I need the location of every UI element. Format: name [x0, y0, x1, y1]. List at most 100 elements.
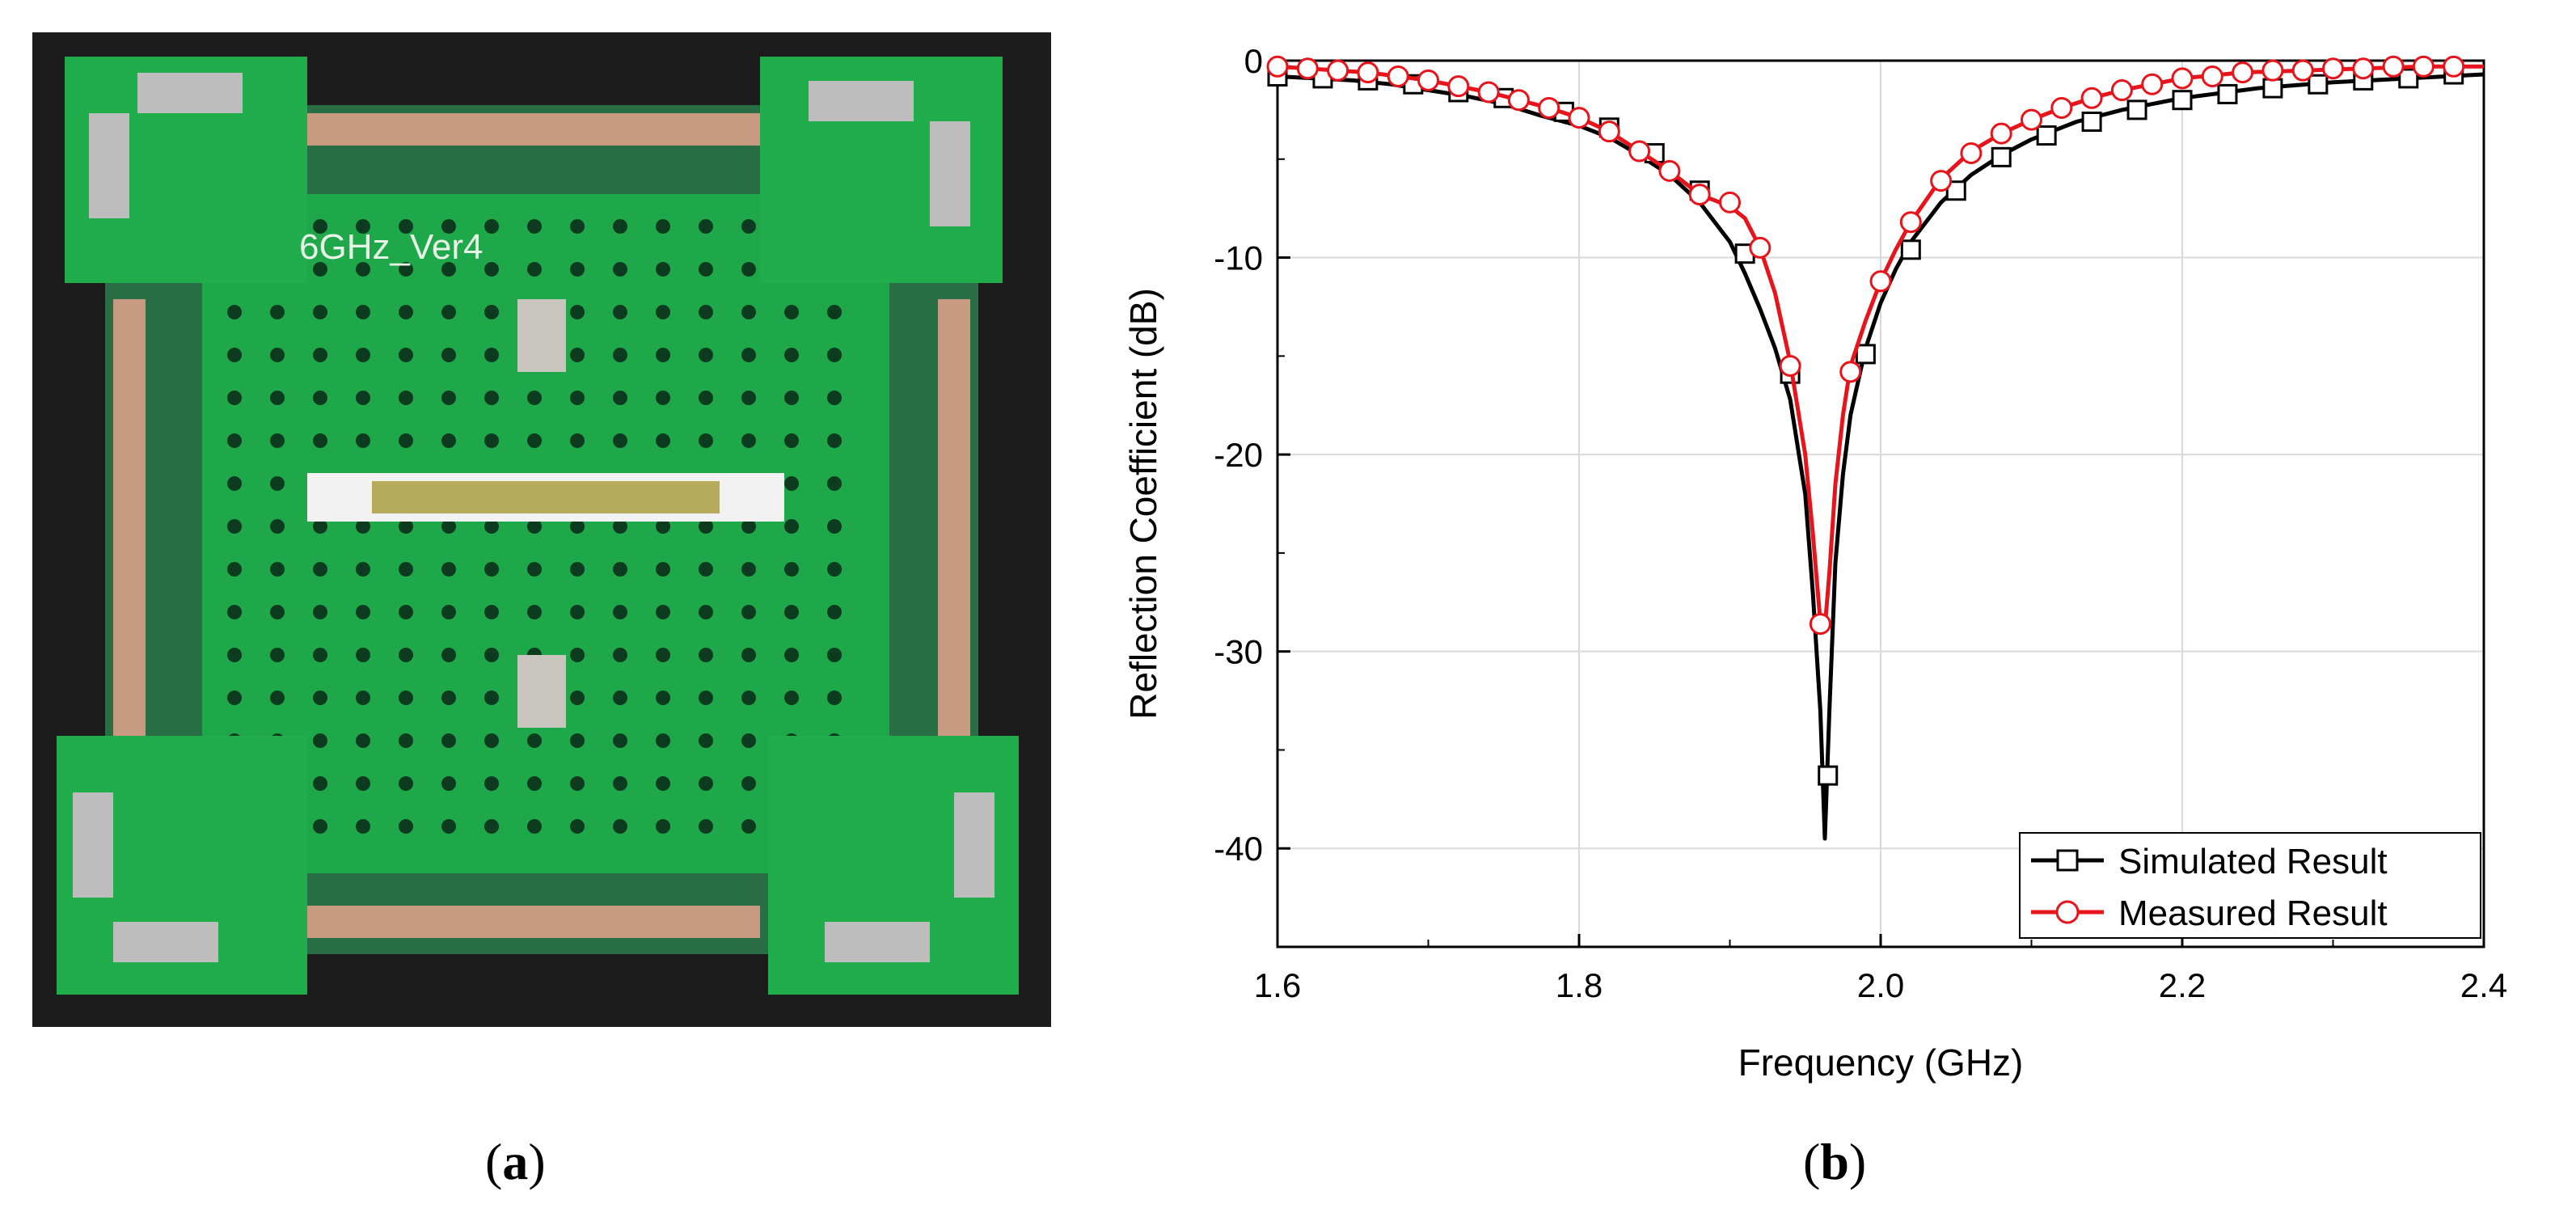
via-hole [356, 691, 370, 705]
simulated-point [2036, 125, 2057, 146]
via-hole [527, 819, 542, 834]
via-hole [827, 476, 842, 491]
via-hole [313, 691, 327, 705]
via-hole [356, 391, 370, 405]
via-hole [613, 691, 627, 705]
via-hole [313, 562, 327, 577]
via-hole [399, 519, 413, 534]
via-hole [227, 562, 242, 577]
via-hole [741, 348, 756, 362]
measured-point [2141, 73, 2164, 95]
via-hole [527, 519, 542, 534]
via-hole [741, 819, 756, 834]
measured-point [2110, 79, 2133, 102]
via-hole [613, 262, 627, 277]
connector [809, 81, 914, 121]
via-hole [656, 262, 670, 277]
via-hole [441, 562, 456, 577]
via-hole [570, 819, 585, 834]
via-hole [784, 605, 799, 619]
via-hole [613, 433, 627, 448]
via-hole [399, 262, 413, 277]
measured-point [2080, 87, 2103, 109]
via-hole [313, 219, 327, 234]
via-hole [484, 519, 499, 534]
via-hole [699, 348, 713, 362]
via-hole [441, 691, 456, 705]
simulated-point [1945, 180, 1966, 201]
via-hole [227, 519, 242, 534]
via-hole [527, 391, 542, 405]
via-hole [699, 691, 713, 705]
caption-a: (a) [485, 1133, 546, 1190]
via-hole [313, 305, 327, 319]
via-hole [527, 219, 542, 234]
measured-point [2291, 59, 2314, 82]
via-hole [699, 562, 713, 577]
simulated-point [2081, 112, 2102, 133]
measured-point [2322, 57, 2344, 80]
via-hole [784, 433, 799, 448]
via-hole [441, 433, 456, 448]
via-hole [656, 219, 670, 234]
measured-point [1417, 69, 1439, 91]
via-hole [399, 562, 413, 577]
via-hole [356, 605, 370, 619]
via-hole [570, 433, 585, 448]
via-hole [441, 776, 456, 791]
x-axis-label: Frequency (GHz) [1738, 1041, 2024, 1084]
measured-point [1477, 81, 1500, 104]
via-hole [484, 648, 499, 662]
via-hole [699, 519, 713, 534]
measured-point [1749, 236, 1772, 259]
via-hole [699, 262, 713, 277]
via-hole [313, 605, 327, 619]
via-hole [656, 691, 670, 705]
connector [113, 922, 218, 962]
via-hole [527, 562, 542, 577]
via-hole [484, 391, 499, 405]
via-hole [399, 648, 413, 662]
via-hole [570, 305, 585, 319]
via-hole [827, 519, 842, 534]
via-hole [399, 691, 413, 705]
via-hole [827, 691, 842, 705]
via-hole [613, 391, 627, 405]
y-tick-label: -40 [1214, 830, 1263, 868]
via-hole [356, 219, 370, 234]
via-hole [699, 433, 713, 448]
via-hole [313, 733, 327, 748]
via-hole [399, 819, 413, 834]
via-hole [656, 391, 670, 405]
via-hole [656, 819, 670, 834]
x-tick-label: 1.8 [1556, 966, 1603, 1004]
via-hole [784, 648, 799, 662]
via-hole [270, 476, 285, 491]
measured-point [1296, 57, 1319, 80]
connector [930, 121, 970, 226]
measured-point [1387, 65, 1409, 87]
y-tick-label: -30 [1214, 633, 1263, 671]
via-hole [270, 605, 285, 619]
via-hole [784, 691, 799, 705]
measured-point [2412, 55, 2435, 78]
simulated-point [2126, 99, 2147, 120]
slot-aperture [372, 481, 720, 513]
via-hole [656, 433, 670, 448]
measured-point [2171, 67, 2194, 90]
via-hole [827, 562, 842, 577]
via-hole [741, 733, 756, 748]
board-photo: 6GHz_Ver4 [32, 32, 1051, 1027]
measured-point [1568, 107, 1590, 129]
caption-a-label: a [502, 1133, 529, 1190]
via-hole [356, 562, 370, 577]
via-hole [741, 691, 756, 705]
measured-point [1809, 613, 1831, 636]
via-hole [484, 348, 499, 362]
simulated-point [2217, 83, 2238, 104]
via-hole [699, 605, 713, 619]
via-hole [356, 648, 370, 662]
via-hole [313, 348, 327, 362]
measured-point [1930, 170, 1953, 192]
bottom-stripline [307, 906, 760, 938]
